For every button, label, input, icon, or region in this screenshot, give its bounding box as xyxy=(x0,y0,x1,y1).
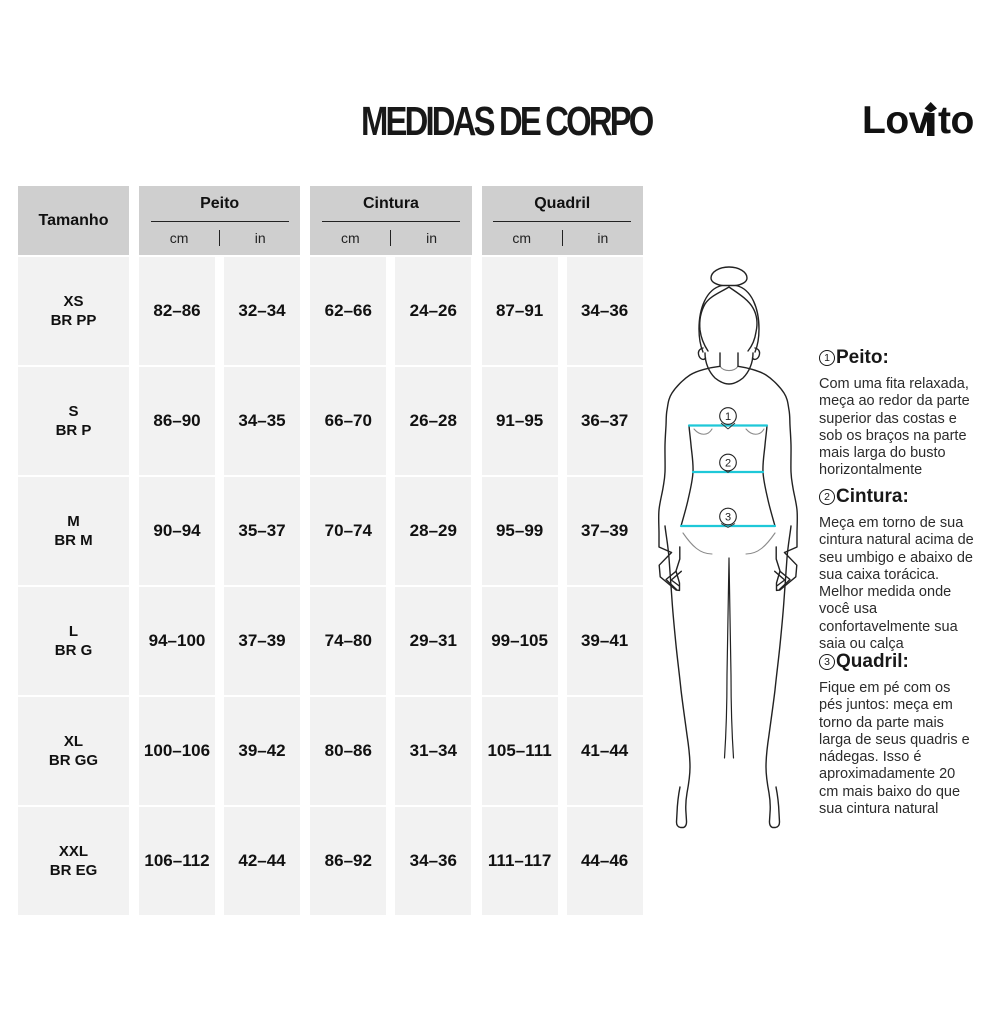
svg-text:Lov: Lov xyxy=(862,100,931,142)
svg-text:3: 3 xyxy=(725,512,731,524)
svg-text:1: 1 xyxy=(725,411,731,423)
svg-text:to: to xyxy=(938,100,974,142)
svg-text:2: 2 xyxy=(725,458,731,470)
